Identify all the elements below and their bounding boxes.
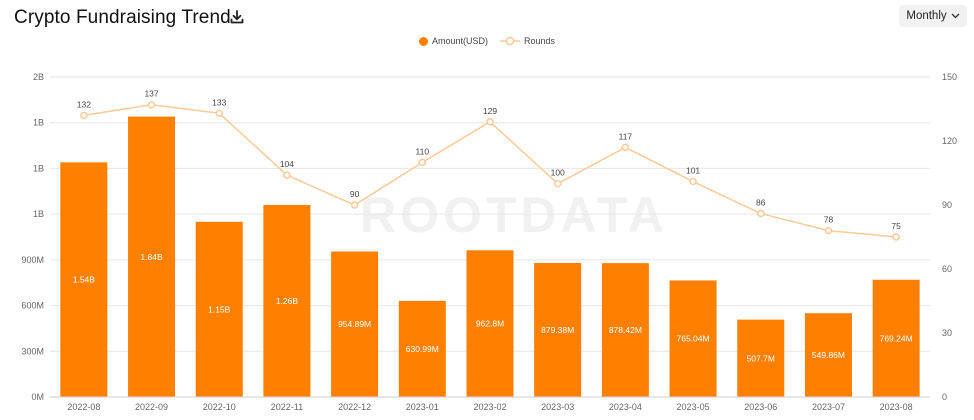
bar-value-label: 962.8M xyxy=(476,319,504,329)
period-select[interactable]: Monthly xyxy=(899,5,967,27)
rounds-point xyxy=(283,171,291,179)
rounds-point xyxy=(418,158,427,167)
rounds-point xyxy=(147,100,156,109)
x-tick-label: 2023-08 xyxy=(880,402,913,412)
rounds-value-label: 132 xyxy=(77,99,91,109)
bar xyxy=(398,300,446,397)
x-tick-label: 2022-11 xyxy=(271,402,303,412)
x-tick-label: 2023-03 xyxy=(541,402,574,412)
rounds-point xyxy=(824,226,833,235)
bar xyxy=(804,313,852,397)
legend-swatch-amount xyxy=(418,36,428,46)
x-tick-label: 2022-10 xyxy=(203,402,236,412)
bar-value-label: 765.04M xyxy=(677,334,710,344)
bar xyxy=(669,280,717,397)
bar-value-label: 1.15B xyxy=(208,304,231,314)
bar xyxy=(872,279,920,397)
y-right-tick-label: 120 xyxy=(942,136,957,146)
rounds-point xyxy=(215,109,223,118)
rounds-value-label: 104 xyxy=(280,159,294,169)
rounds-point xyxy=(350,201,359,209)
bar xyxy=(737,319,785,397)
rounds-value-label: 100 xyxy=(551,168,565,178)
legend-item-amount[interactable]: Amount(USD) xyxy=(418,36,488,46)
download-icon[interactable] xyxy=(229,9,245,25)
x-tick-label: 2023-01 xyxy=(406,402,439,412)
bar-value-label: 1.84B xyxy=(140,252,163,262)
bar xyxy=(263,205,311,397)
legend-item-rounds[interactable]: Rounds xyxy=(499,36,556,46)
chart-legend: Amount(USD) Rounds xyxy=(0,33,974,49)
y-left-tick-label: 1B xyxy=(33,209,44,219)
x-tick-label: 2023-05 xyxy=(677,402,710,412)
y-right-tick-label: 90 xyxy=(942,200,952,210)
bar xyxy=(128,116,176,397)
bar xyxy=(60,162,108,397)
rounds-point xyxy=(892,233,900,241)
y-left-tick-label: 1B xyxy=(33,163,44,173)
rounds-point xyxy=(621,143,630,152)
y-left-tick-label: 600M xyxy=(21,301,44,311)
rounds-point xyxy=(757,209,765,218)
bar-value-label: 507.7M xyxy=(747,353,775,363)
bar-value-label: 1.54B xyxy=(73,275,96,285)
legend-swatch-rounds xyxy=(499,36,520,46)
x-tick-label: 2023-07 xyxy=(812,402,845,412)
rounds-value-label: 137 xyxy=(144,89,158,99)
legend-label-amount: Amount(USD) xyxy=(431,36,488,46)
bar-value-label: 954.89M xyxy=(338,319,371,329)
x-tick-label: 2023-04 xyxy=(609,402,642,412)
bar-value-label: 769.24M xyxy=(880,333,913,343)
rounds-value-label: 75 xyxy=(891,221,901,231)
rounds-point xyxy=(689,177,697,186)
rounds-value-label: 117 xyxy=(619,131,633,141)
rounds-point xyxy=(553,179,562,188)
y-left-tick-label: 2B xyxy=(33,72,44,82)
bar-value-label: 879.38M xyxy=(541,325,574,335)
bar xyxy=(331,251,379,397)
period-select-label: Monthly xyxy=(906,10,947,22)
x-tick-label: 2022-09 xyxy=(135,402,168,412)
x-tick-label: 2022-08 xyxy=(67,402,100,412)
y-left-tick-label: 0M xyxy=(31,392,44,402)
rounds-value-label: 110 xyxy=(416,146,430,156)
rounds-value-label: 86 xyxy=(756,198,766,208)
chevron-down-icon xyxy=(951,13,960,19)
bar xyxy=(195,221,243,397)
rounds-value-label: 101 xyxy=(686,166,700,176)
bar-value-label: 630.99M xyxy=(406,344,439,354)
legend-label-rounds: Rounds xyxy=(523,36,556,46)
rounds-point xyxy=(486,118,494,126)
rounds-value-label: 133 xyxy=(212,97,226,107)
y-right-tick-label: 150 xyxy=(942,72,957,82)
bar-value-label: 1.26B xyxy=(276,296,299,306)
rounds-value-label: 78 xyxy=(824,215,834,225)
rounds-value-label: 129 xyxy=(483,106,497,116)
x-tick-label: 2023-02 xyxy=(473,402,506,412)
bar-value-label: 549.86M xyxy=(812,350,845,360)
bar xyxy=(534,262,582,397)
rounds-point xyxy=(80,111,88,120)
x-tick-label: 2023-06 xyxy=(744,402,777,412)
y-left-tick-label: 1B xyxy=(33,118,44,128)
rounds-value-label: 90 xyxy=(350,189,360,199)
y-left-tick-label: 300M xyxy=(21,346,44,356)
y-right-tick-label: 60 xyxy=(942,264,952,274)
x-tick-label: 2022-12 xyxy=(338,402,371,412)
watermark: ROOTDATA xyxy=(360,187,668,243)
bar xyxy=(601,263,649,397)
y-left-tick-label: 900M xyxy=(21,255,44,265)
page-title: Crypto Fundraising Trend xyxy=(14,7,231,28)
bar-value-label: 878.42M xyxy=(609,325,642,335)
y-right-tick-label: 30 xyxy=(942,328,952,338)
bar xyxy=(466,250,514,397)
y-right-tick-label: 0 xyxy=(942,392,947,402)
